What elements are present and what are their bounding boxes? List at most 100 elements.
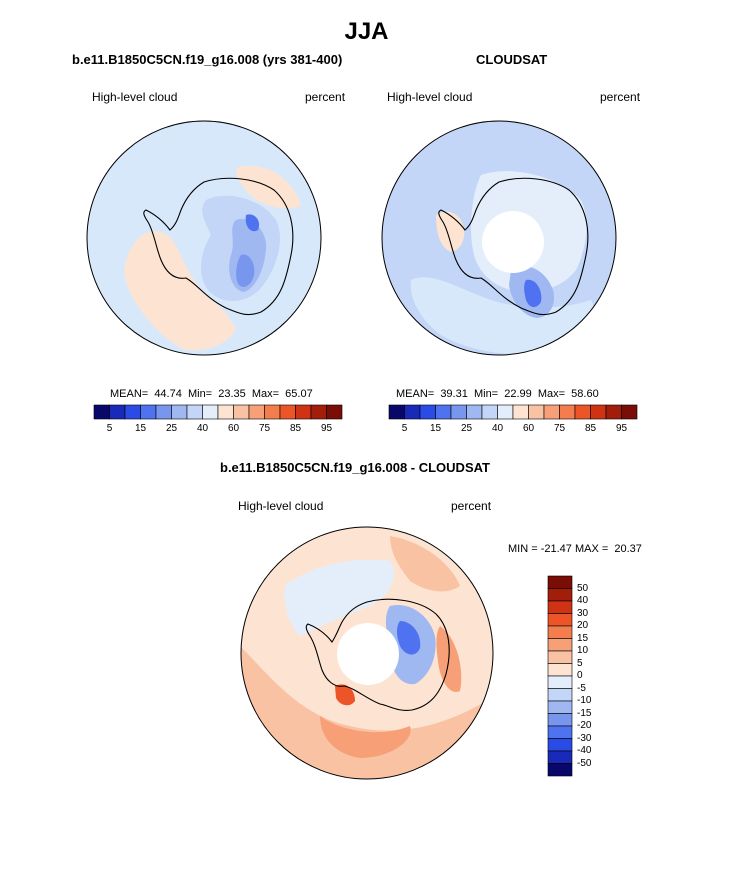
panel3-warm-band	[241, 646, 493, 779]
panel1-colorbar-swatch	[279, 404, 296, 420]
panel1-variable-label: High-level cloud	[92, 90, 178, 104]
panel2-colorbar-tick-label: 95	[615, 423, 628, 434]
panel3-colorbar-swatch	[547, 750, 573, 764]
panel3-colorbar-tick-label: 40	[577, 595, 589, 606]
panel1-colorbar-tick-label: 85	[289, 423, 302, 434]
panel3-polar-map	[240, 526, 494, 780]
panel3-colorbar-swatch	[547, 700, 573, 714]
panel2-colorbar-tick-label: 60	[522, 423, 535, 434]
panel2-title: CLOUDSAT	[476, 52, 548, 67]
panel1-colorbar-swatch	[124, 404, 141, 420]
panel1-colorbar-tick-label: 25	[165, 423, 178, 434]
panel1-colorbar-swatch	[109, 404, 126, 420]
panel3-colorbar	[547, 575, 573, 777]
panel3-colorbar-tick-label: 5	[577, 657, 583, 669]
panel2-colorbar	[388, 404, 638, 420]
panel3-colorbar-swatch	[547, 613, 573, 627]
panel3-colorbar-swatch	[547, 738, 573, 752]
panel3-antarctica-coastline	[305, 598, 450, 711]
panel2-colorbar-swatch	[605, 404, 622, 420]
panel3-warm-patch-north	[390, 536, 460, 592]
panel3-colorbar-swatch	[547, 675, 573, 689]
panel3-colorbar-swatch	[547, 575, 573, 589]
panel3-colorbar-swatch	[547, 650, 573, 664]
panel3-colorbar-swatch	[547, 625, 573, 639]
panel2-colorbar-swatch	[404, 404, 421, 420]
panel1-colorbar-tick-label: 40	[196, 423, 209, 434]
panel1-cold-spot	[245, 214, 260, 232]
panel1-colorbar-swatch	[155, 404, 172, 420]
panel1-colorbar-swatch	[233, 404, 250, 420]
panel2-stats: MEAN= 39.31 Min= 22.99 Max= 58.60	[396, 388, 599, 400]
panel1-colorbar-swatch	[171, 404, 188, 420]
panel1-colorbar-swatch	[217, 404, 234, 420]
panel3-min-max: MIN = -21.47 MAX = 20.37	[508, 543, 642, 555]
panel3-colorbar-tick-label: 50	[577, 582, 589, 594]
panel2-colorbar-tick-label: 5	[401, 423, 408, 434]
panel3-map-border	[240, 526, 494, 780]
panel3-warmer-south	[320, 716, 411, 758]
panel3-missing-data-hole	[337, 623, 399, 685]
panel1-colorbar-swatch	[248, 404, 265, 420]
panel3-colorbar-swatch	[547, 638, 573, 652]
panel1-colorbar-tick-label: 60	[227, 423, 240, 434]
panel1-colorbar-swatch	[264, 404, 281, 420]
panel1-units-label: percent	[305, 90, 346, 104]
panel3-colorbar-swatch	[547, 663, 573, 677]
panel1-stats: MEAN= 44.74 Min= 23.35 Max= 65.07	[110, 388, 313, 400]
panel2-colorbar-swatch	[435, 404, 452, 420]
panel1-colorbar-swatch	[202, 404, 219, 420]
panel3-colorbar-tick-label: 30	[577, 607, 589, 619]
panel2-colorbar-swatch	[528, 404, 545, 420]
panel3-colorbar-swatch	[547, 713, 573, 727]
panel3-title: b.e11.B1850C5CN.f19_g16.008 - CLOUDSAT	[220, 460, 490, 475]
panel2-coldest-region	[524, 279, 542, 308]
panel2-colorbar-swatch	[419, 404, 436, 420]
panel2-colorbar-swatch	[543, 404, 560, 420]
panel3-warmest-spot	[335, 684, 355, 706]
panel2-colorbar-swatch	[559, 404, 576, 420]
panel2-colorbar-swatch	[450, 404, 467, 420]
panel3-colorbar-tick-label: -50	[577, 757, 592, 769]
panel3-colorbar-swatch	[547, 763, 573, 777]
panel3-colorbar-swatch	[547, 588, 573, 602]
panel2-variable-label: High-level cloud	[387, 90, 473, 104]
panel3-colorbar-tick-label: 20	[577, 620, 589, 631]
panel1-colorbar-swatch	[186, 404, 203, 420]
panel3-colorbar-ticks: 50 40 30 20 15 10 5 0 -5 -10 -15 -20 -30 -40 -50	[577, 576, 617, 776]
panel2-colorbar-ticks: 5 15 25 40 60 75 85 95	[389, 423, 637, 437]
panel3-colorbar-tick-label: -10	[577, 695, 592, 706]
panel3-coldest-region	[397, 621, 421, 655]
panel3-variable-label: High-level cloud	[238, 499, 324, 513]
panel1-colorbar-tick-label: 75	[258, 423, 271, 434]
panel1-colorbar-swatch	[140, 404, 157, 420]
panel2-colorbar-swatch	[388, 404, 405, 420]
panel3-cool-region	[284, 559, 394, 636]
panel2-colorbar-swatch	[497, 404, 514, 420]
panel1-polar-map	[86, 120, 322, 356]
panel3-colorbar-tick-label: -30	[577, 732, 592, 744]
panel2-colorbar-tick-label: 85	[584, 423, 597, 434]
panel2-colorbar-swatch	[574, 404, 591, 420]
panel3-colorbar-tick-label: 0	[577, 670, 583, 681]
panel1-colorbar	[93, 404, 343, 420]
panel1-map-border	[86, 120, 322, 356]
panel1-title: b.e11.B1850C5CN.f19_g16.008 (yrs 381-400…	[72, 52, 343, 67]
panel2-colorbar-tick-label: 15	[429, 423, 442, 434]
panel2-colorbar-tick-label: 25	[460, 423, 473, 434]
panel1-colorbar-tick-label: 15	[134, 423, 147, 434]
panel1-colorbar-ticks: 5 15 25 40 60 75 85 95	[94, 423, 342, 437]
panel3-colorbar-swatch	[547, 688, 573, 702]
panel2-polar-map	[381, 120, 617, 356]
panel1-antarctica-coastline	[143, 177, 294, 316]
panel2-colorbar-swatch	[512, 404, 529, 420]
panel1-colorbar-swatch	[295, 404, 312, 420]
panel2-colorbar-swatch	[466, 404, 483, 420]
panel3-colorbar-swatch	[547, 725, 573, 739]
panel3-colorbar-tick-label: -5	[577, 682, 586, 694]
panel1-colorbar-swatch	[326, 404, 343, 420]
panel2-units-label: percent	[600, 90, 641, 104]
main-title: JJA	[344, 18, 389, 45]
panel1-colorbar-tick-label: 95	[320, 423, 333, 434]
panel3-colorbar-tick-label: -20	[577, 720, 592, 731]
